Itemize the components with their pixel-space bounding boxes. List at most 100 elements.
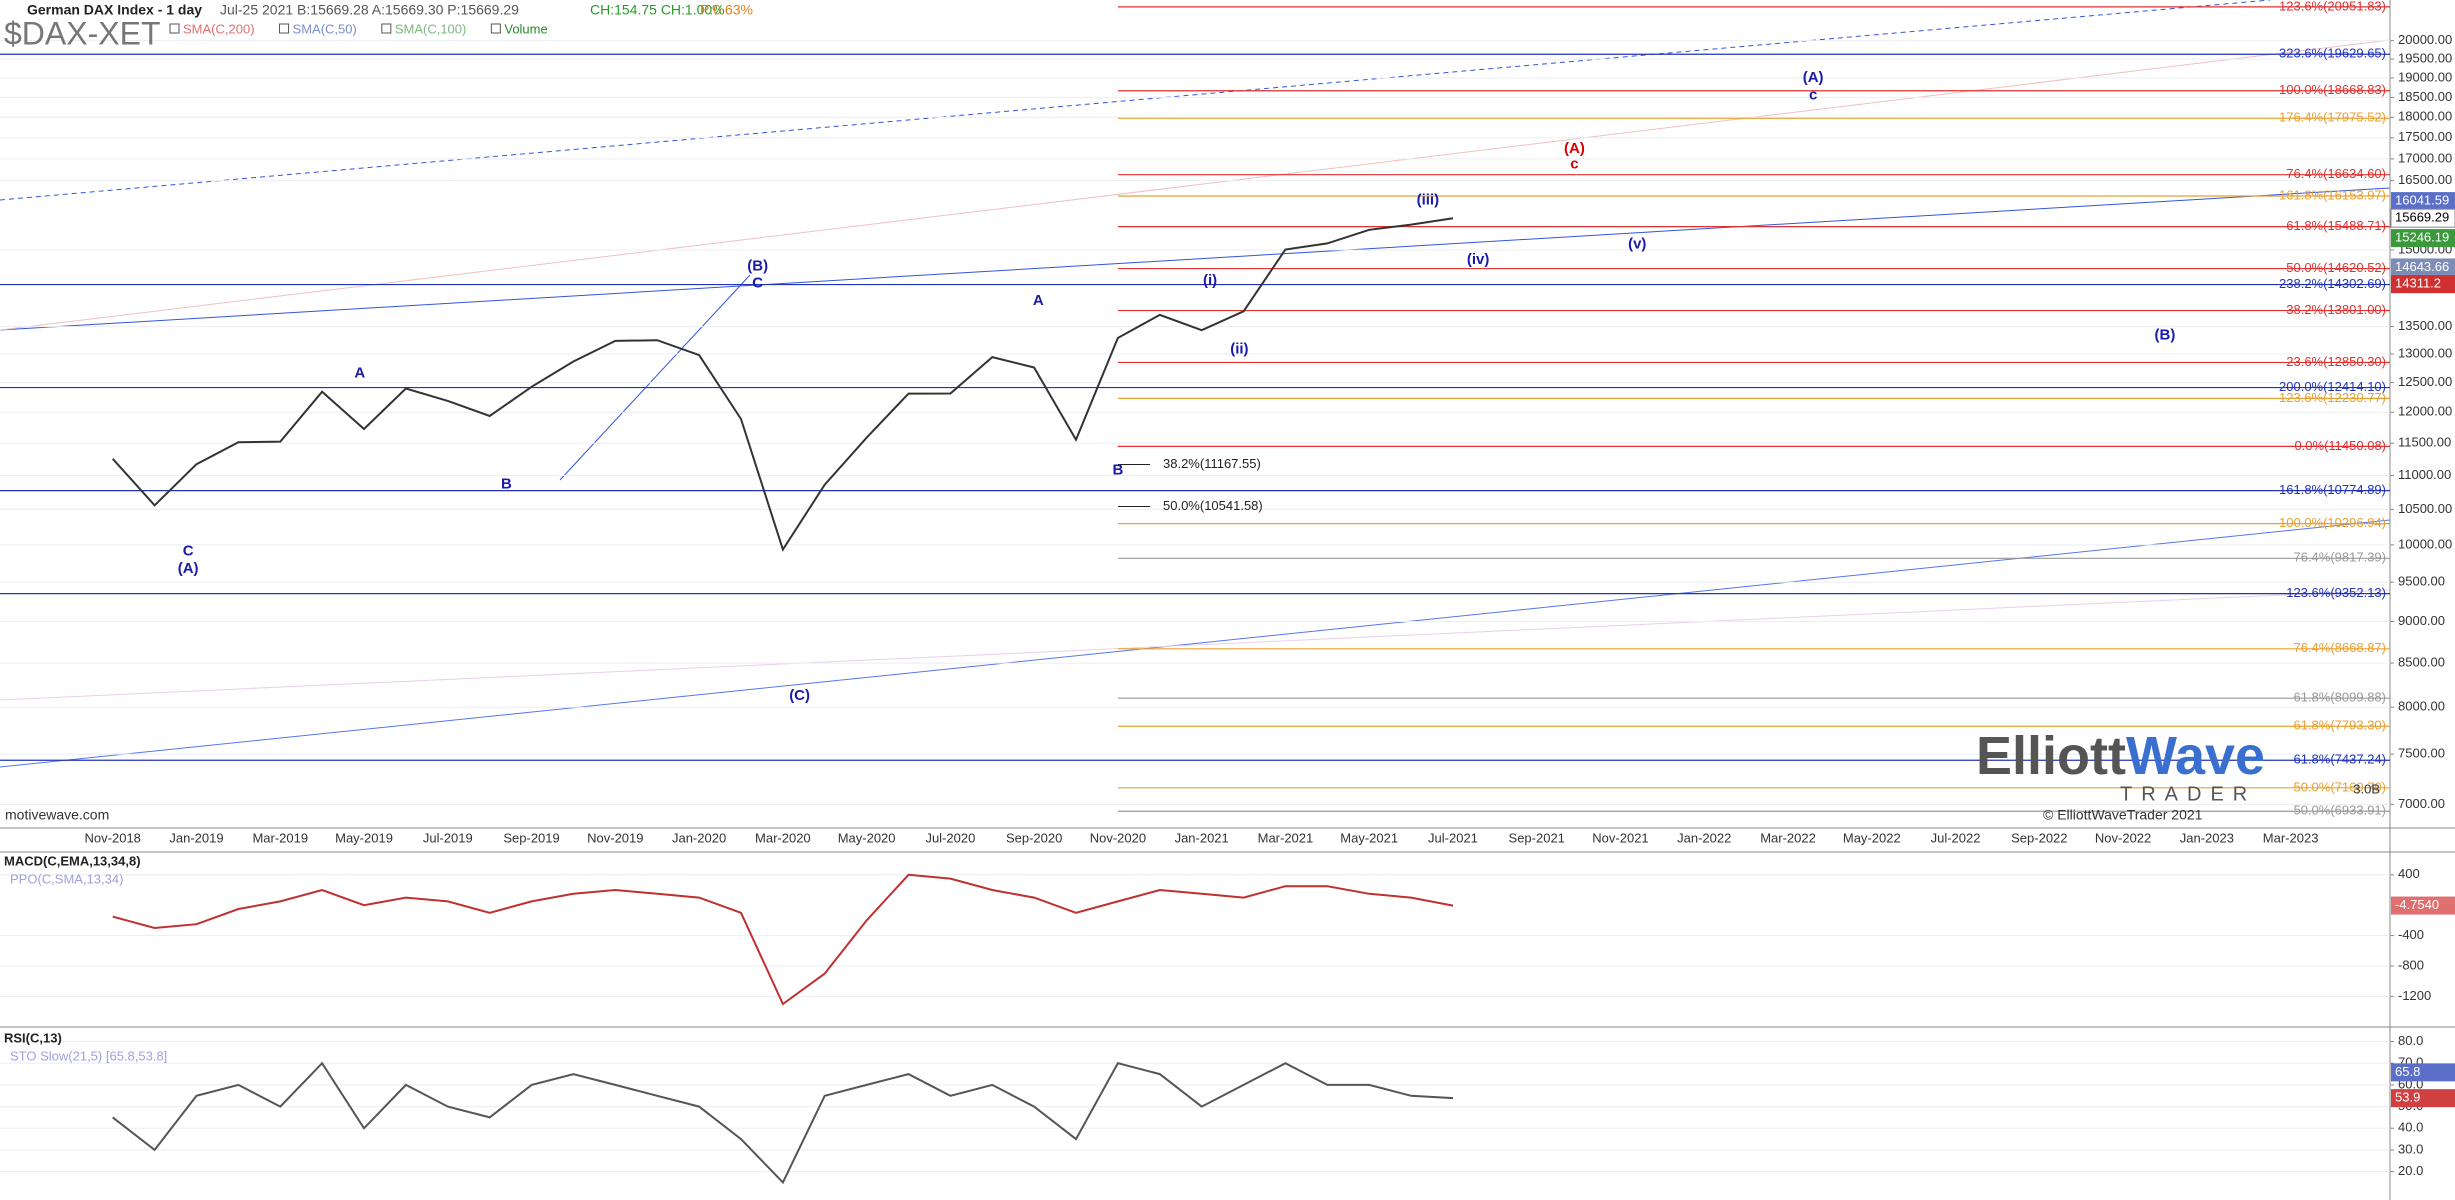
x-tick-label: Mar-2020	[755, 830, 811, 845]
price-line	[112, 873, 1454, 1006]
fib-label: 200.0%(12414.10)	[2279, 379, 2386, 394]
legend-label: SMA(C,50)	[293, 21, 357, 36]
fib-label: 161.8%(10774.89)	[2279, 482, 2386, 497]
legend-label: Volume	[504, 21, 547, 36]
change: CH:154.75 CH:1.00%	[590, 2, 725, 18]
fib-label: 76.4%(8668.87)	[2293, 640, 2386, 655]
legend-swatch	[490, 23, 501, 34]
value-box-label: 15669.29	[2395, 210, 2449, 225]
y-tick-label: 11500.00	[2398, 435, 2451, 450]
value-box	[2391, 1089, 2455, 1108]
retracement-label: 38.2%(11167.55)	[1163, 456, 1261, 471]
wave-label: B	[1112, 461, 1123, 478]
x-tick-label: Jan-2020	[672, 830, 726, 845]
wave-label: (A)	[178, 560, 199, 577]
wave-label: C	[183, 543, 194, 560]
value-box-label: 14643.66	[2395, 259, 2449, 274]
panel-title: RSI(C,13)	[4, 1030, 62, 1045]
y-tick-label: -400	[2398, 927, 2424, 942]
wave-label: (ii)	[1230, 340, 1248, 357]
y-tick-label: 20.0	[2398, 1163, 2423, 1178]
wave-label: A	[354, 364, 365, 381]
logo-part: Wave	[2126, 726, 2265, 786]
quote: Jul-25 2021 B:15669.28 A:15669.30 P:1566…	[220, 2, 519, 18]
fib-label: 50.0%(14620.52)	[2286, 260, 2386, 275]
x-tick-label: May-2022	[1843, 830, 1901, 845]
y-tick-label: 11000.00	[2398, 467, 2451, 482]
copyright: © ElliottWaveTrader 2021	[2043, 807, 2203, 823]
fib-label: 0.0%(11450.08)	[2294, 438, 2386, 453]
fib-label: 50.0%(6933.91)	[2293, 803, 2386, 818]
x-tick-label: Jul-2022	[1931, 830, 1981, 845]
value-box	[2391, 896, 2455, 915]
y-tick-label: 8000.00	[2398, 699, 2445, 714]
chart-title: German DAX Index - 1 day	[27, 2, 202, 18]
symbol: $DAX-XET	[4, 15, 160, 51]
value-box-label: 65.8	[2395, 1064, 2420, 1079]
x-tick-label: Mar-2022	[1760, 830, 1816, 845]
y-tick-label: 16500.00	[2398, 172, 2452, 187]
legend-swatch	[279, 23, 290, 34]
value-box	[2391, 229, 2455, 248]
y-tick-label: 10000.00	[2398, 536, 2452, 551]
y-tick-label: 20000.00	[2398, 32, 2452, 47]
x-tick-label: May-2019	[335, 830, 393, 845]
fib-label: 61.8%(7793.30)	[2293, 718, 2386, 733]
fib-label: 38.2%(13801.00)	[2286, 302, 2386, 317]
x-tick-label: May-2020	[838, 830, 896, 845]
wave-label: c	[1570, 156, 1578, 173]
x-tick-label: Nov-2022	[2095, 830, 2151, 845]
fib-label: 61.8%(15488.71)	[2286, 218, 2386, 233]
legend-swatch	[381, 23, 392, 34]
wave-label: (iv)	[1467, 251, 1490, 268]
y-tick-label: 80.0	[2398, 1033, 2423, 1048]
fib-label: 61.8%(8099.88)	[2293, 690, 2386, 705]
panel-subtitle: STO Slow(21,5) [65.8,53.8]	[10, 1048, 167, 1063]
trend-line	[0, 0, 2271, 201]
x-tick-label: Jan-2023	[2180, 830, 2234, 845]
logo-sub: TRADER	[2120, 783, 2256, 805]
value-box	[2391, 258, 2455, 277]
x-tick-label: Jan-2022	[1677, 830, 1731, 845]
x-tick-label: Nov-2020	[1090, 830, 1146, 845]
x-tick-label: Jul-2021	[1428, 830, 1478, 845]
y-tick-label: 9000.00	[2398, 613, 2445, 628]
logo-part: Elliott	[1976, 726, 2126, 786]
retracement-label: 50.0%(10541.58)	[1163, 498, 1263, 513]
y-tick-label: -1200	[2398, 988, 2431, 1003]
y-tick-label: 17500.00	[2398, 129, 2452, 144]
y-tick-label: 18500.00	[2398, 89, 2452, 104]
x-tick-label: Sep-2019	[503, 830, 559, 845]
watermark: motivewave.com	[5, 807, 109, 823]
y-tick-label: 18000.00	[2398, 109, 2452, 124]
y-tick-label: 13000.00	[2398, 345, 2452, 360]
x-tick-label: Jul-2020	[925, 830, 975, 845]
panel-title: MACD(C,EMA,13,34,8)	[4, 853, 141, 868]
wave-label: (B)	[2155, 326, 2176, 343]
y-tick-label: 13500.00	[2398, 318, 2452, 333]
value-box	[2391, 192, 2455, 211]
value-box	[2390, 208, 2455, 228]
fib-label: 123.6%(9352.13)	[2286, 585, 2386, 600]
trend-line	[0, 519, 2391, 768]
fib-label: 100.0%(10296.94)	[2279, 515, 2386, 530]
wave-label: A	[1033, 292, 1044, 309]
change-pct: P:0.63%	[700, 2, 753, 18]
y-tick-label: 19500.00	[2398, 51, 2452, 66]
x-tick-label: May-2021	[1340, 830, 1398, 845]
fib-label: 176.4%(17975.52)	[2279, 110, 2386, 125]
value-box	[2391, 275, 2455, 294]
y-tick-label: 9500.00	[2398, 574, 2445, 589]
fib-label: 100.0%(18668.83)	[2279, 82, 2386, 97]
x-tick-label: Jan-2019	[169, 830, 223, 845]
wave-label: c	[1809, 86, 1817, 103]
wave-label: (A)	[1564, 140, 1585, 157]
y-tick-label: 19000.00	[2398, 69, 2452, 84]
trend-line	[0, 589, 2391, 701]
trend-line	[0, 187, 2391, 331]
x-tick-label: Jul-2019	[423, 830, 473, 845]
x-tick-label: Nov-2021	[1592, 830, 1648, 845]
x-tick-label: Mar-2021	[1258, 830, 1314, 845]
